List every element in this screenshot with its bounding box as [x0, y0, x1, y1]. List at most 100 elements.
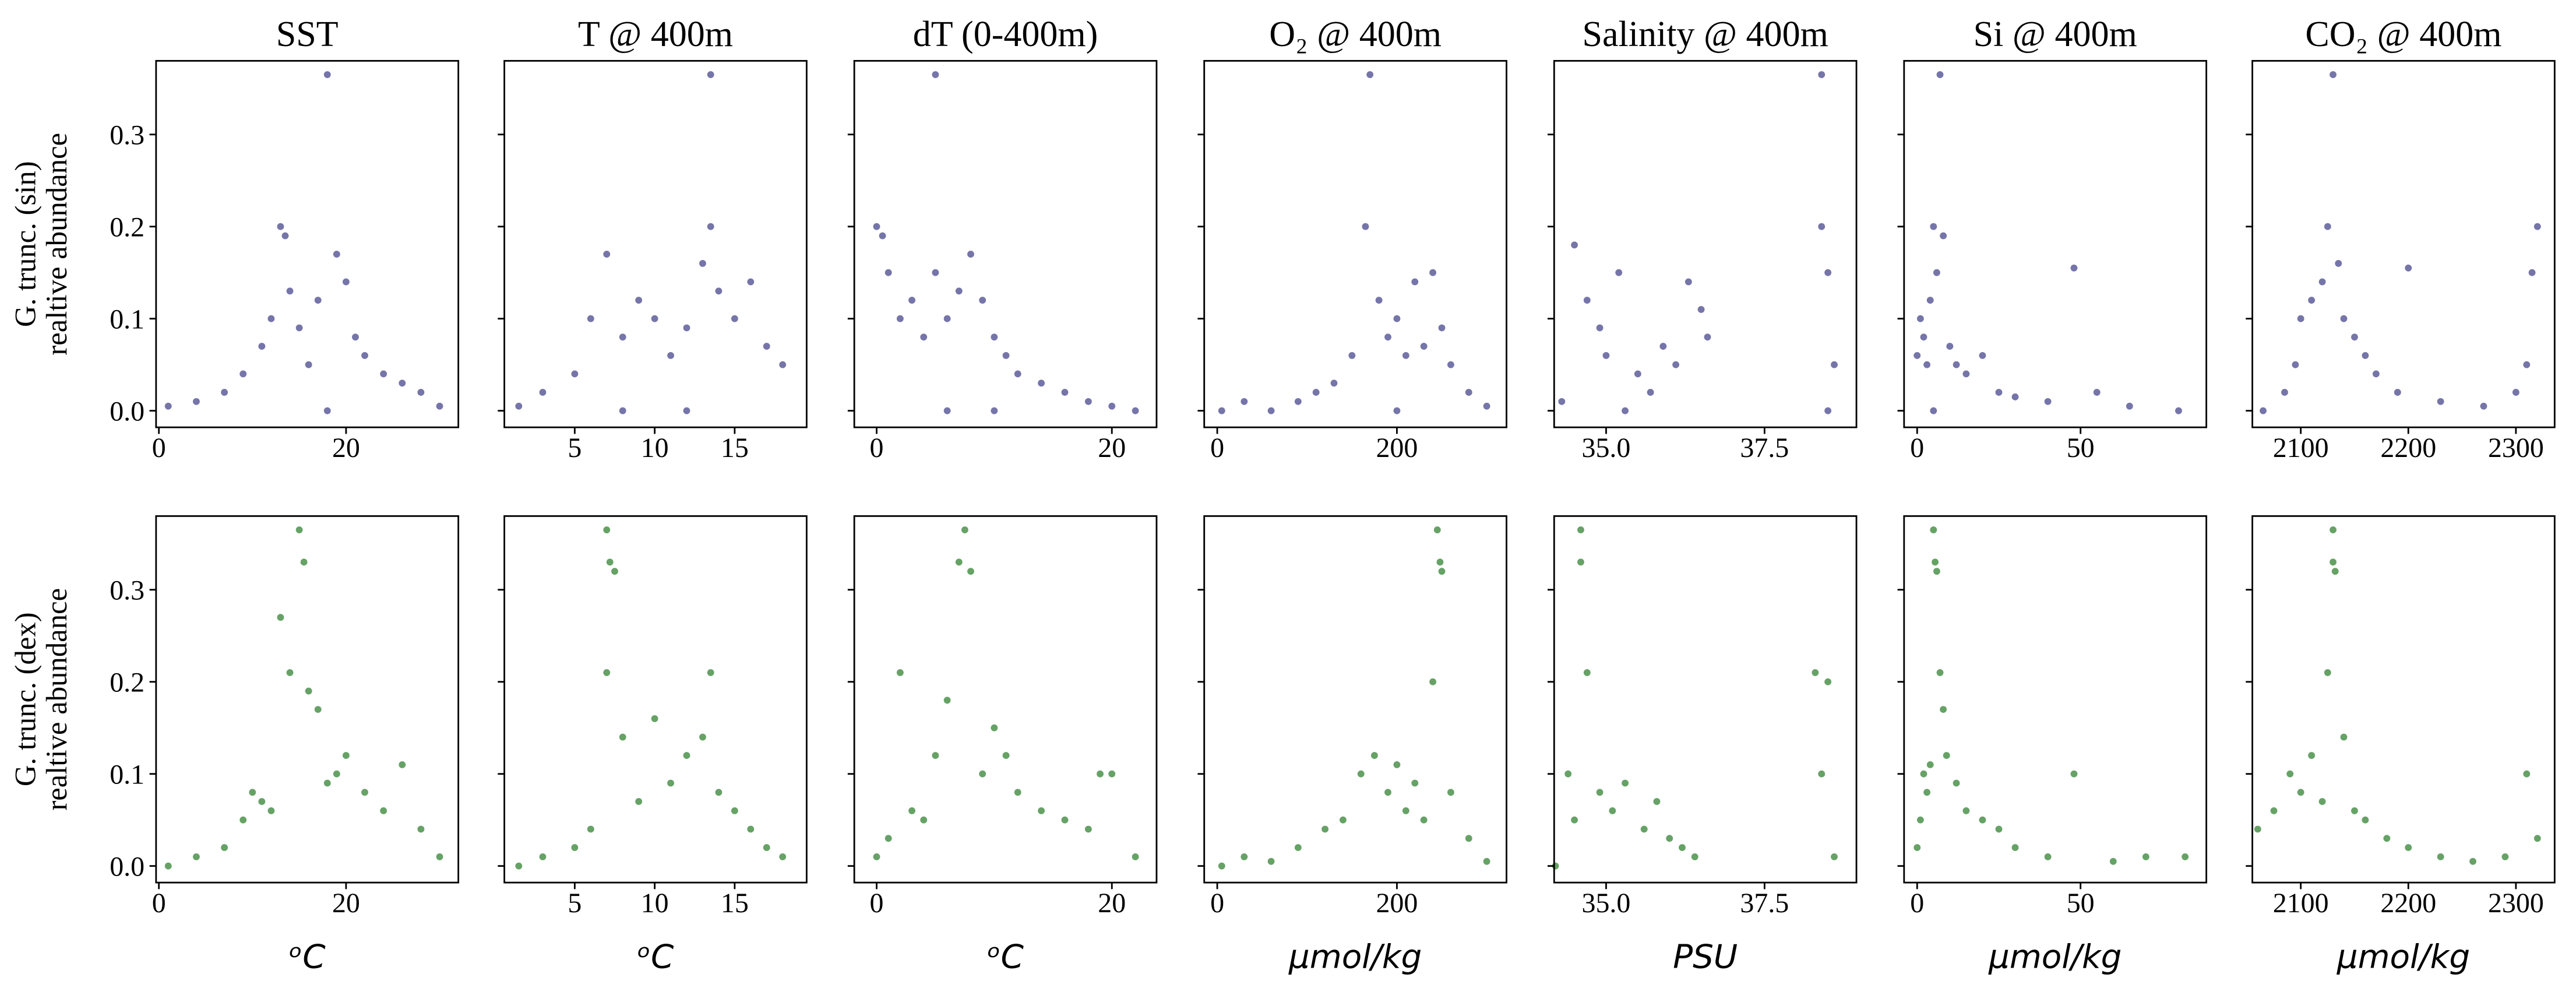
point — [1436, 558, 1444, 566]
point — [1640, 825, 1648, 833]
point — [2340, 733, 2348, 741]
point — [1132, 407, 1139, 414]
point — [323, 71, 331, 78]
point — [920, 333, 928, 341]
point — [747, 278, 755, 286]
point — [1979, 351, 1986, 359]
point — [1936, 71, 1944, 78]
point — [1564, 770, 1572, 778]
point — [1609, 807, 1616, 814]
axes-frame — [2251, 515, 2556, 884]
x-tick-label: 2100 — [2273, 888, 2329, 919]
x-tick-label: 15 — [721, 888, 749, 919]
point — [267, 315, 275, 322]
point — [380, 807, 387, 814]
point — [1465, 389, 1472, 396]
point — [2297, 315, 2304, 322]
point — [979, 297, 986, 304]
point — [1002, 752, 1010, 760]
point — [2281, 389, 2288, 396]
point — [305, 361, 312, 368]
panel-title: CO₂ @ 400m — [2305, 15, 2501, 54]
point — [1267, 407, 1275, 414]
y-axis-label: realtive abundance — [40, 588, 73, 811]
point — [1995, 389, 2003, 396]
point — [1038, 379, 1045, 387]
point — [1393, 407, 1401, 414]
point — [2254, 825, 2261, 833]
point — [587, 825, 594, 833]
point — [763, 343, 770, 350]
point — [380, 370, 387, 378]
point — [539, 389, 547, 396]
point — [1429, 269, 1436, 276]
point — [221, 389, 228, 396]
x-tick-label: 20 — [332, 888, 360, 919]
point — [300, 558, 308, 566]
axes-frame — [1553, 515, 1858, 884]
point — [1411, 278, 1419, 286]
point — [715, 789, 723, 796]
point — [955, 558, 963, 566]
point — [2351, 333, 2358, 341]
point — [1294, 844, 1302, 852]
point — [2093, 389, 2101, 396]
x-axis-label: ᵒC — [987, 938, 1024, 976]
point — [399, 761, 406, 768]
y-tick-label: 0.3 — [110, 575, 145, 606]
point — [603, 251, 611, 258]
point — [2330, 526, 2337, 533]
point — [342, 278, 350, 286]
point — [1923, 361, 1930, 368]
point — [1384, 333, 1391, 341]
point — [2340, 315, 2348, 322]
point — [1647, 389, 1654, 396]
point — [2394, 389, 2401, 396]
point — [1583, 669, 1591, 676]
point — [323, 407, 331, 414]
point — [1933, 568, 1940, 575]
point — [896, 315, 904, 322]
point — [1577, 558, 1584, 566]
point — [1132, 853, 1139, 860]
x-tick-label: 15 — [721, 433, 749, 463]
point — [961, 526, 968, 533]
point — [399, 379, 406, 387]
point — [1362, 223, 1369, 230]
point — [1685, 278, 1692, 286]
point — [699, 733, 706, 741]
x-tick-label: 20 — [1098, 888, 1126, 919]
point — [314, 297, 322, 304]
x-axis-label: μmol/kg — [2337, 938, 2470, 976]
point — [1061, 816, 1069, 824]
x-tick-label: 2200 — [2380, 888, 2436, 919]
x-tick-label: 0 — [870, 888, 884, 919]
point — [1914, 844, 1921, 852]
x-tick-label: 2300 — [2488, 888, 2544, 919]
point — [2351, 807, 2358, 814]
point — [295, 324, 303, 332]
point — [1940, 232, 1947, 240]
axes-frame — [1903, 515, 2208, 884]
x-axis-label: μmol/kg — [1988, 938, 2122, 976]
point — [1930, 526, 1937, 533]
point — [683, 407, 690, 414]
point — [314, 706, 322, 713]
point — [1483, 402, 1490, 410]
point — [943, 697, 951, 704]
panel-title: dT (0-400m) — [913, 15, 1098, 54]
point — [1653, 798, 1661, 806]
point — [2070, 264, 2078, 272]
point — [277, 614, 284, 621]
axes-frame — [155, 59, 460, 428]
point — [1659, 343, 1667, 350]
y-axis-label: G. trunc. (dex) — [9, 612, 42, 786]
point — [979, 770, 986, 778]
point — [1704, 333, 1711, 341]
axes-frame — [1903, 59, 2208, 428]
point — [707, 71, 714, 78]
point — [2331, 568, 2339, 575]
point — [1084, 825, 1092, 833]
point — [603, 669, 611, 676]
